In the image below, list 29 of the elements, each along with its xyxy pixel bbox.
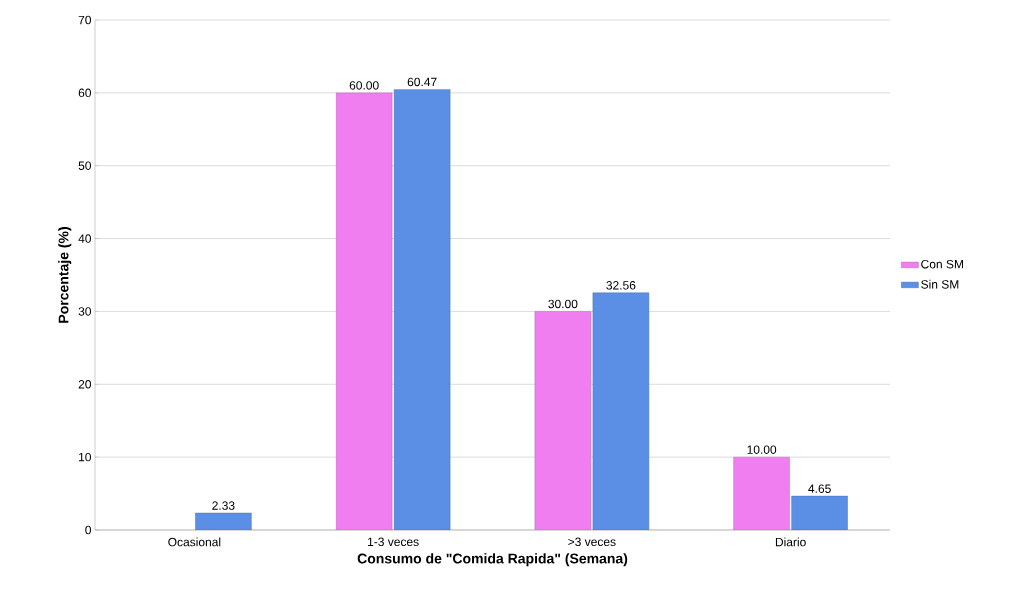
y-tick-label: 70	[78, 15, 92, 25]
y-tick-label: 50	[78, 161, 92, 170]
y-axis-title: Porcentaje (%)	[58, 227, 72, 323]
y-tick-label: 20	[78, 380, 92, 389]
x-tick-label: Diario	[775, 537, 806, 547]
y-tick-label: 10	[79, 452, 92, 462]
bar	[534, 311, 592, 530]
y-tick-label: 30	[78, 307, 92, 316]
legend-label: Con SM	[921, 259, 963, 269]
legend-label: Sin SM	[921, 279, 959, 289]
y-tick-label: 0	[85, 525, 92, 535]
x-tick-label: >3 veces	[568, 537, 616, 547]
data-label: 60.47	[407, 77, 437, 87]
data-label: 60.00	[349, 81, 379, 90]
x-axis-title: Consumo de "Comida Rapida" (Semana)	[357, 553, 628, 567]
data-label: 32.56	[606, 281, 636, 290]
data-label: 4.65	[808, 484, 831, 493]
data-label: 30.00	[548, 299, 578, 309]
data-label: 10.00	[747, 445, 777, 454]
y-tick-label: 40	[78, 234, 92, 243]
data-label: 2.33	[212, 501, 235, 510]
x-tick-label: 1-3 veces	[368, 537, 419, 547]
x-tick-label: Ocasional	[168, 537, 221, 547]
bar	[592, 292, 650, 530]
bar	[791, 495, 848, 530]
bar	[393, 89, 451, 530]
bar	[733, 456, 790, 530]
y-tick-label: 60	[78, 88, 92, 98]
bar	[335, 92, 393, 530]
